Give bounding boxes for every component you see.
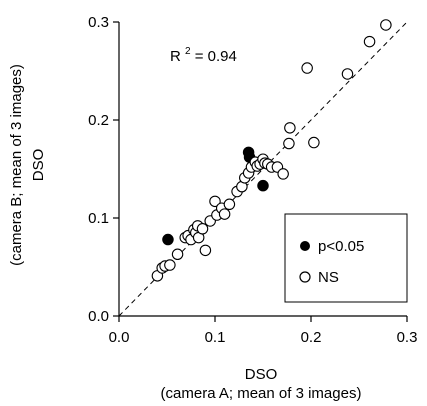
y-tick-label: 0.3	[88, 14, 109, 31]
point-ns	[284, 138, 294, 148]
y-tick-label: 0.0	[88, 308, 109, 325]
point-ns	[285, 123, 295, 133]
y-axis-title: DSO	[30, 149, 47, 182]
point-ns	[278, 169, 288, 179]
x-tick-label: 0.1	[205, 329, 226, 346]
x-axis-subtitle: (camera A; mean of 3 images)	[161, 385, 362, 402]
point-ns	[219, 209, 229, 219]
point-significant	[163, 234, 173, 244]
legend-box	[285, 214, 407, 302]
x-tick-label: 0.3	[397, 329, 418, 346]
y-tick-label: 0.2	[88, 112, 109, 129]
point-ns	[224, 199, 234, 209]
legend-label-ns: NS	[318, 269, 339, 286]
r-squared-annotation: R 2 = 0.94	[170, 41, 237, 65]
point-ns	[200, 245, 210, 255]
legend-marker-p005	[300, 241, 310, 251]
point-ns	[197, 224, 207, 234]
point-ns	[364, 36, 374, 46]
point-ns	[342, 69, 352, 79]
x-tick-label: 0.0	[109, 329, 130, 346]
x-axis-title: DSO	[245, 366, 278, 383]
x-tick-label: 0.2	[301, 329, 322, 346]
legend-marker-ns	[300, 272, 310, 282]
r-squared-prefix: R	[170, 48, 181, 65]
point-ns	[302, 63, 312, 73]
r-squared-superscript: 2	[185, 46, 191, 57]
point-ns	[309, 137, 319, 147]
point-ns	[165, 260, 175, 270]
point-ns	[172, 249, 182, 259]
point-ns	[381, 20, 391, 30]
r-squared-value: = 0.94	[195, 48, 237, 65]
point-significant	[258, 180, 268, 190]
y-tick-label: 0.1	[88, 210, 109, 227]
y-axis-subtitle: (camera B; mean of 3 images)	[8, 64, 25, 266]
legend-label-p005: p<0.05	[318, 238, 364, 255]
legend: p<0.05 NS	[285, 214, 407, 302]
